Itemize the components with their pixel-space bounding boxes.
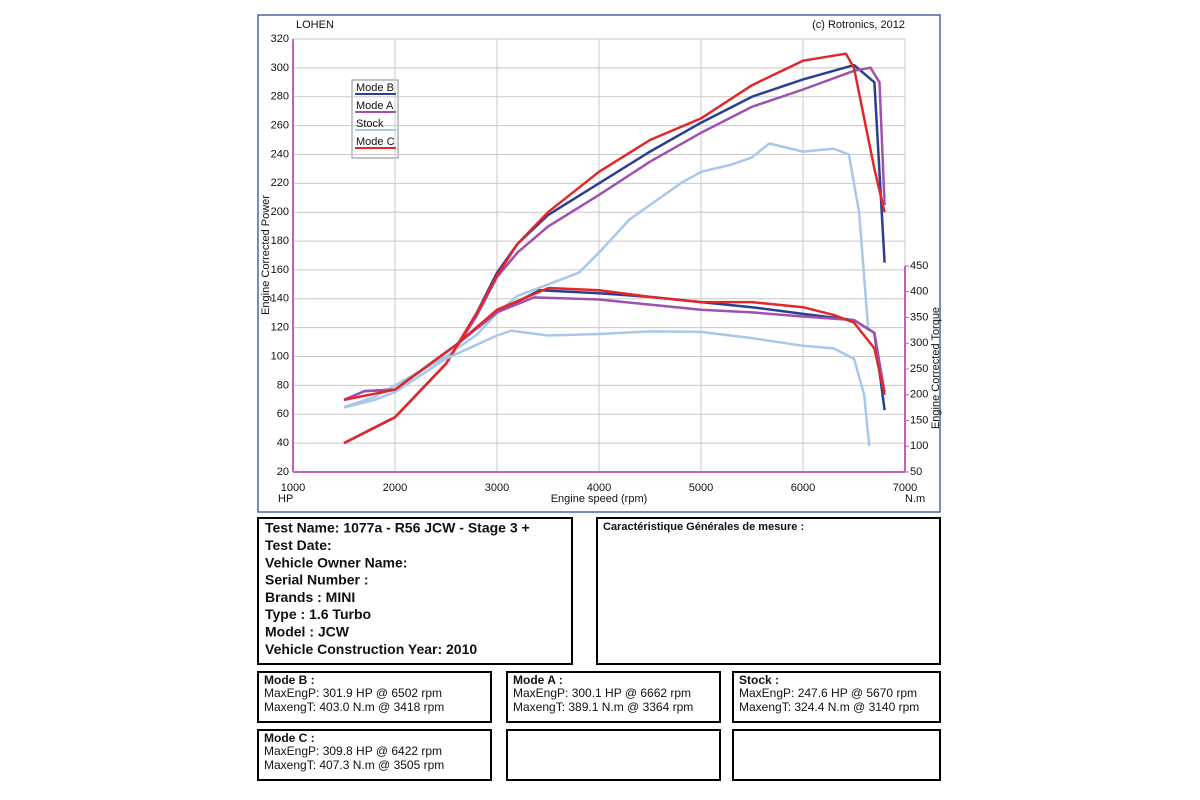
info-line: Type : 1.6 Turbo: [265, 606, 371, 622]
y-tick-label: 20: [277, 466, 289, 478]
y-tick-label: 280: [271, 91, 289, 103]
info-line: Serial Number :: [265, 572, 368, 588]
mode-title: Stock :: [739, 673, 779, 687]
mode-title: Mode C :: [264, 731, 315, 745]
chart-title: LOHEN: [296, 19, 334, 31]
mode-title: Mode A :: [513, 673, 563, 687]
y2-tick-label: 150: [910, 414, 928, 426]
y-tick-label: 40: [277, 437, 289, 449]
y-tick-label: 240: [271, 148, 289, 160]
y-tick-label: 320: [271, 33, 289, 45]
y2-tick-label: 100: [910, 440, 928, 452]
y-tick-label: 160: [271, 264, 289, 276]
y2-axis-label: Engine Corrected Torque: [930, 307, 942, 429]
y-tick-label: 120: [271, 322, 289, 334]
legend-label: Mode C: [356, 136, 395, 148]
mode-box: [732, 671, 941, 723]
y-tick-label: 220: [271, 177, 289, 189]
mode-box: [257, 729, 492, 781]
x-tick-label: 2000: [383, 482, 407, 494]
info-line: Model : JCW: [265, 624, 350, 640]
mode-line: MaxEngP: 309.8 HP @ 6422 rpm: [264, 744, 442, 758]
mode-line: MaxEngP: 247.6 HP @ 5670 rpm: [739, 686, 917, 700]
y2-unit: N.m: [905, 493, 925, 505]
y2-tick-label: 300: [910, 337, 928, 349]
chart-subtitle: (c) Rotronics, 2012: [812, 19, 905, 31]
empty-box: [732, 729, 941, 781]
y2-tick-label: 250: [910, 363, 928, 375]
y-tick-label: 60: [277, 408, 289, 420]
x-tick-label: 3000: [485, 482, 509, 494]
y-tick-label: 180: [271, 235, 289, 247]
general-title: Caractéristique Générales de mesure :: [603, 521, 804, 533]
legend-label: Mode B: [356, 82, 394, 94]
y-tick-label: 300: [271, 62, 289, 74]
empty-box: [506, 729, 721, 781]
mode-line: MaxengT: 324.4 N.m @ 3140 rpm: [739, 700, 919, 714]
mode-line: MaxengT: 403.0 N.m @ 3418 rpm: [264, 700, 444, 714]
info-line: Brands : MINI: [265, 589, 355, 605]
y-tick-label: 260: [271, 120, 289, 132]
x-tick-label: 1000: [281, 482, 305, 494]
y2-tick-label: 450: [910, 260, 928, 272]
y-axis-label: Engine Corrected Power: [260, 195, 272, 315]
y-tick-label: 80: [277, 379, 289, 391]
x-axis-label: Engine speed (rpm): [551, 493, 648, 505]
info-line: Test Date:: [265, 537, 332, 553]
x-tick-label: 7000: [893, 482, 917, 494]
mode-title: Mode B :: [264, 673, 315, 687]
y2-tick-label: 350: [910, 311, 928, 323]
y-tick-label: 100: [271, 350, 289, 362]
series-line: [343, 52, 886, 445]
info-line: Vehicle Construction Year: 2010: [265, 641, 477, 657]
series-line: [343, 329, 871, 447]
legend-label: Stock: [356, 118, 384, 130]
y2-tick-label: 400: [910, 286, 928, 298]
y-tick-label: 200: [271, 206, 289, 218]
y-tick-label: 140: [271, 293, 289, 305]
mode-line: MaxengT: 389.1 N.m @ 3364 rpm: [513, 700, 693, 714]
x-tick-label: 5000: [689, 482, 713, 494]
y-unit: HP: [278, 493, 293, 505]
chart-frame: [257, 14, 941, 513]
mode-box: [506, 671, 721, 723]
series-line: [343, 142, 870, 409]
series-line: [343, 286, 886, 402]
x-tick-label: 6000: [791, 482, 815, 494]
mode-line: MaxengT: 407.3 N.m @ 3505 rpm: [264, 758, 444, 772]
general-box: [596, 517, 941, 665]
mode-line: MaxEngP: 300.1 HP @ 6662 rpm: [513, 686, 691, 700]
info-line: Vehicle Owner Name:: [265, 554, 407, 570]
x-tick-label: 4000: [587, 482, 611, 494]
y2-tick-label: 200: [910, 389, 928, 401]
mode-box: [257, 671, 492, 723]
legend-label: Mode A: [356, 100, 394, 112]
mode-line: MaxEngP: 301.9 HP @ 6502 rpm: [264, 686, 442, 700]
y2-tick-label: 50: [910, 466, 922, 478]
info-box: [257, 517, 573, 665]
info-line: Test Name: 1077a - R56 JCW - Stage 3 +: [265, 520, 530, 536]
